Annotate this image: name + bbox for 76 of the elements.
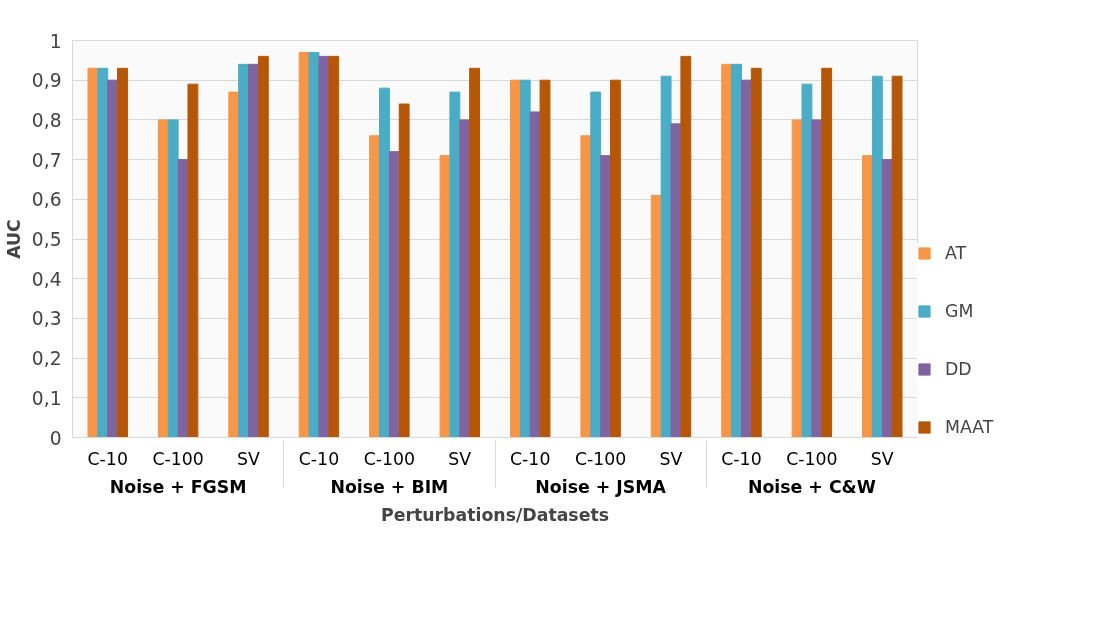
- legend-label: MAAT: [945, 417, 994, 437]
- bar: [157, 119, 169, 438]
- bar: [519, 79, 531, 438]
- bar: [449, 91, 461, 438]
- bar: [670, 123, 682, 438]
- y-tick-label: 0,3: [31, 308, 62, 330]
- y-tick-label: 0: [49, 427, 62, 449]
- x-tick-label: C-100: [574, 448, 627, 469]
- x-tick-label: C-100: [363, 448, 416, 469]
- x-tick-label: C-10: [721, 448, 762, 469]
- bar: [238, 63, 250, 438]
- bar: [590, 91, 602, 438]
- bar: [811, 119, 823, 438]
- bar: [509, 79, 521, 438]
- bar: [97, 67, 109, 438]
- y-tick-label: 0,2: [31, 348, 62, 370]
- bar: [439, 155, 451, 438]
- bar: [177, 159, 189, 438]
- bar: [750, 67, 762, 438]
- bar: [881, 159, 893, 438]
- bar: [650, 194, 662, 438]
- bar: [308, 51, 320, 438]
- bar: [680, 55, 692, 438]
- legend-label: AT: [945, 243, 967, 263]
- bar: [539, 79, 551, 438]
- bar: [580, 135, 592, 438]
- text: Noise + FGSM: [109, 476, 247, 497]
- bar: [257, 55, 269, 438]
- y-tick-label: 0,9: [31, 70, 62, 92]
- x-tick-label: C-100: [152, 448, 204, 469]
- bar: [600, 155, 611, 438]
- y-tick-label: 0,4: [31, 268, 62, 290]
- bar: [801, 83, 813, 438]
- y-tick-label: 0,6: [31, 189, 62, 211]
- x-tick-label: SV: [448, 448, 472, 469]
- bar: [821, 67, 833, 438]
- bar: [318, 55, 330, 438]
- y-axis-title: AUC: [3, 219, 24, 259]
- x-tick-label: C-10: [510, 448, 551, 469]
- bar: [248, 63, 259, 438]
- bar: [328, 55, 340, 438]
- y-tick-label: 0,1: [31, 387, 62, 409]
- text: Noise + BIM: [330, 476, 449, 497]
- bar: [398, 103, 410, 438]
- bar: [891, 75, 903, 438]
- legend-label: GM: [945, 301, 974, 321]
- bar: [469, 67, 481, 438]
- bar: [731, 63, 742, 438]
- x-tick-label: SV: [870, 448, 894, 469]
- bar: [740, 79, 752, 438]
- bar: [369, 135, 381, 438]
- y-tick-label: 0,5: [31, 229, 62, 250]
- bar: [459, 119, 471, 438]
- x-tick-label: C-100: [786, 448, 838, 469]
- bar: [609, 79, 621, 438]
- text: Noise + JSMA: [535, 476, 667, 497]
- bar: [379, 87, 390, 438]
- bar: [388, 151, 400, 438]
- legend-label: DD: [945, 359, 972, 379]
- bar: [107, 79, 119, 438]
- x-tick-label: C-10: [87, 448, 128, 469]
- bar: [187, 83, 199, 438]
- bar: [117, 67, 128, 438]
- bar: [228, 91, 240, 438]
- x-tick-label: SV: [659, 448, 683, 469]
- y-tick-label: 0,7: [31, 149, 62, 171]
- bar: [862, 155, 873, 438]
- bar: [721, 63, 733, 438]
- text: Noise + C&W: [747, 476, 876, 497]
- y-tick-label: 0,8: [31, 109, 62, 131]
- x-tick-label: C-10: [298, 448, 340, 469]
- bar: [871, 75, 883, 438]
- y-tick-label: 1: [49, 30, 62, 52]
- x-axis-title: Perturbations/Datasets: [380, 504, 610, 525]
- x-tick-label: SV: [237, 448, 261, 469]
- bar: [87, 67, 99, 438]
